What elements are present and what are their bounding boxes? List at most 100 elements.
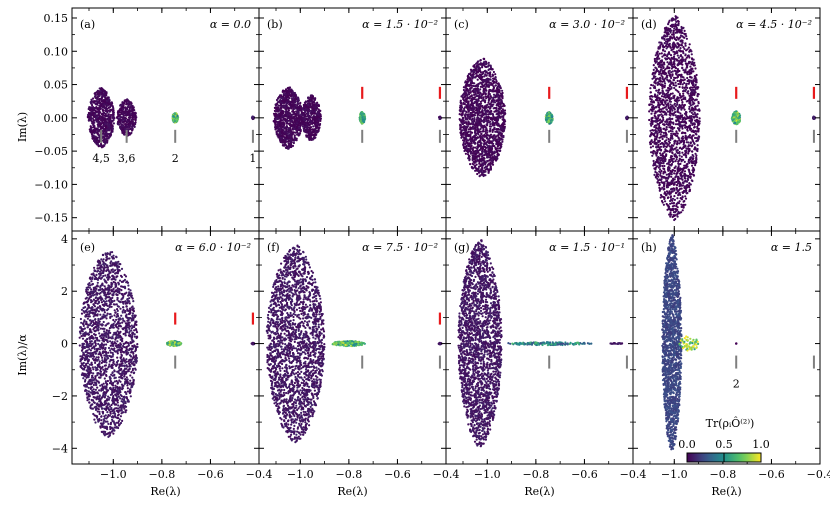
data-point (688, 43, 691, 46)
data-point (492, 77, 496, 80)
cluster-0 (86, 87, 116, 149)
data-point (469, 99, 472, 102)
data-point (469, 72, 472, 75)
data-point (501, 89, 504, 92)
data-point (109, 118, 112, 121)
data-point (477, 128, 480, 131)
data-point (96, 143, 100, 146)
data-point (99, 90, 102, 93)
data-point (121, 110, 124, 113)
data-point (110, 121, 113, 124)
data-point (98, 116, 101, 119)
data-point (481, 150, 484, 153)
data-point (298, 118, 301, 121)
data-point (285, 96, 288, 99)
data-point (297, 112, 300, 115)
data-point (465, 80, 468, 84)
data-point (171, 117, 174, 120)
data-point (92, 97, 95, 100)
data-point (480, 173, 484, 176)
data-point (459, 124, 462, 127)
data-point (501, 105, 504, 108)
data-point (473, 88, 476, 91)
data-point (482, 154, 485, 157)
data-point (297, 108, 300, 112)
data-point (311, 138, 314, 141)
data-point (119, 126, 122, 129)
data-point (119, 115, 122, 118)
data-point (284, 89, 287, 92)
data-point (98, 94, 101, 98)
data-point (480, 62, 484, 65)
data-point (472, 120, 475, 123)
data-point (469, 145, 472, 148)
data-point (297, 99, 300, 102)
data-point (485, 62, 488, 65)
data-point (291, 110, 294, 113)
data-point (469, 78, 472, 81)
data-point (108, 135, 111, 138)
data-point (288, 97, 291, 100)
data-point (92, 115, 96, 118)
data-point (311, 95, 314, 98)
data-point (489, 67, 492, 71)
data-point (473, 141, 477, 144)
data-point (471, 131, 474, 134)
data-point (493, 126, 496, 129)
data-point (288, 123, 291, 127)
data-point (477, 149, 480, 153)
scatter-points (458, 57, 630, 178)
data-point (464, 142, 467, 145)
data-point (469, 147, 472, 150)
data-point (312, 125, 315, 128)
data-point (176, 114, 179, 117)
data-point (672, 33, 675, 37)
scatter-points (648, 15, 816, 222)
data-point (687, 152, 690, 155)
data-point (127, 126, 130, 129)
data-point (476, 78, 479, 81)
data-point (314, 136, 317, 139)
data-point (312, 111, 315, 114)
data-point (480, 171, 483, 174)
data-point (291, 133, 294, 136)
data-point (285, 111, 288, 115)
data-point (491, 159, 494, 162)
data-point (285, 101, 288, 104)
data-point (280, 123, 283, 126)
data-point (91, 104, 94, 107)
data-point (491, 161, 494, 164)
data-point (503, 109, 507, 112)
data-point (479, 164, 482, 167)
data-point (291, 121, 294, 124)
data-point (475, 70, 478, 73)
data-point (134, 112, 137, 115)
data-point (482, 84, 485, 87)
data-point (127, 119, 130, 122)
data-point (464, 115, 467, 118)
data-point (296, 131, 299, 134)
data-point (485, 150, 488, 153)
data-point (476, 83, 480, 86)
data-point (278, 138, 281, 141)
data-point (127, 103, 130, 106)
data-point (683, 108, 686, 111)
data-point (307, 134, 310, 137)
cluster-1 (115, 98, 138, 137)
data-point (480, 115, 484, 118)
data-point (485, 133, 489, 136)
data-point (484, 69, 487, 72)
data-point (484, 116, 487, 119)
data-point (288, 116, 291, 119)
data-point (304, 108, 307, 111)
data-point (494, 84, 497, 87)
alpha-label: α = 0.0 (210, 18, 251, 31)
data-point (502, 116, 505, 119)
y-tick-label: −0.10 (34, 178, 68, 191)
data-point (130, 109, 133, 113)
data-point (132, 113, 136, 117)
data-point (490, 82, 493, 85)
data-point (134, 116, 137, 119)
data-point (91, 100, 94, 103)
data-point (497, 103, 500, 106)
